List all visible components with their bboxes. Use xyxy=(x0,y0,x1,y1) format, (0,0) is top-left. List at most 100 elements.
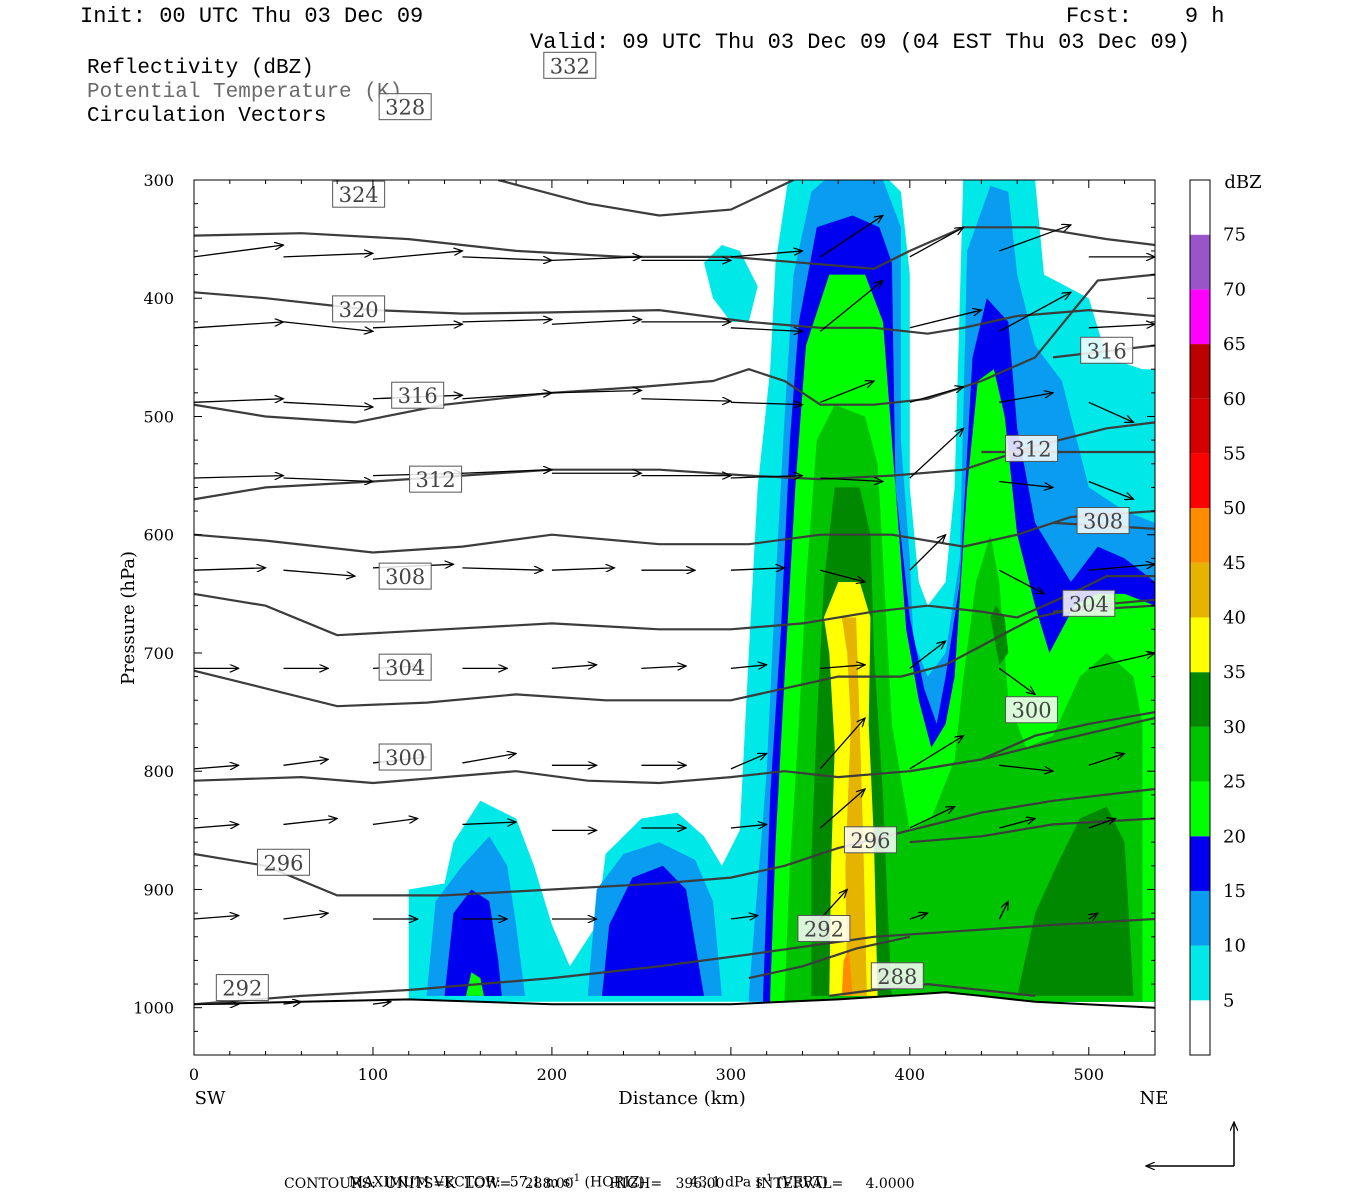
svg-text:320: 320 xyxy=(339,298,379,322)
circulation-vector-96 xyxy=(730,915,758,919)
theta-contour-292-2 xyxy=(748,935,911,980)
circulation-vector-78 xyxy=(909,535,946,571)
theta-label-304-8: 304 xyxy=(1062,589,1116,617)
colorbar-swatch-8 xyxy=(1190,562,1210,618)
circulation-vector-59 xyxy=(999,225,1071,252)
reflectivity-region-45dbz-16 xyxy=(841,948,853,996)
theta-label-layer: 292 288 292 296 296 300 300 304 304 308 308 312 312 3… xyxy=(215,51,1134,1002)
y-tick-label-900: 900 xyxy=(143,880,174,899)
reflectivity-region-15dbz-5 xyxy=(444,889,502,996)
circulation-vector-18 xyxy=(194,476,283,478)
theta-label-288-1: 288 xyxy=(870,962,924,990)
vert-max-value: 43.1 dPa s xyxy=(689,1174,763,1191)
svg-text:316: 316 xyxy=(1087,339,1127,363)
horiz-exponent: -1 xyxy=(570,1173,581,1184)
x-axis-title: Distance (km) xyxy=(618,1088,745,1109)
circulation-vector-73 xyxy=(909,428,964,479)
circulation-vector-92 xyxy=(819,789,865,829)
colorbar-label-50: 50 xyxy=(1223,498,1246,519)
circulation-vector-17 xyxy=(641,399,730,401)
theta-label-292-0: 292 xyxy=(215,974,269,1002)
colorbar-swatch-9 xyxy=(1190,508,1210,563)
reflectivity-region-5dbz-1 xyxy=(704,245,758,322)
circulation-vector-15 xyxy=(462,393,551,400)
colorbar-swatch-10 xyxy=(1190,453,1210,509)
circulation-vector-42 xyxy=(194,824,239,828)
theta-label-312-11: 312 xyxy=(409,465,463,493)
circulation-vector-91 xyxy=(730,824,767,828)
theta-contour-332-18 xyxy=(497,180,794,217)
circulation-vector-28 xyxy=(551,568,615,570)
circulation-vector-85 xyxy=(1088,653,1155,669)
circulation-vector-87 xyxy=(819,718,865,770)
colorbar-unit: dBZ xyxy=(1224,172,1261,193)
colorbar-swatch-15 xyxy=(1190,180,1210,235)
svg-text:300: 300 xyxy=(385,746,425,770)
reflectivity-region-30dbz-13 xyxy=(1017,806,1134,996)
circulation-vector-71 xyxy=(730,476,803,478)
colorbar-swatch-12 xyxy=(1190,344,1210,399)
colorbar-label-65: 65 xyxy=(1223,334,1246,355)
colorbar-swatch-7 xyxy=(1190,617,1210,673)
circulation-vector-74 xyxy=(999,480,1053,488)
theta-label-316-13: 316 xyxy=(391,381,445,409)
colorbar-swatch-3 xyxy=(1190,836,1210,891)
colorbar-frame xyxy=(1189,179,1211,1056)
theta-label-320-15: 320 xyxy=(332,295,386,323)
theta-label-308-9: 308 xyxy=(378,562,432,590)
svg-text:296: 296 xyxy=(850,829,890,853)
circulation-vector-72 xyxy=(820,478,883,482)
circulation-vector-4 xyxy=(551,257,641,261)
colorbar-label-75: 75 xyxy=(1223,225,1246,246)
theta-label-300-5: 300 xyxy=(378,743,432,771)
axes-layer: 0 100 200 300 400 500 300 400 500 600 700 800 900 100… xyxy=(133,171,1155,1084)
circulation-vector-8 xyxy=(372,324,462,328)
circulation-vector-81 xyxy=(730,665,767,669)
circulation-vector-13 xyxy=(283,401,372,407)
circulation-vector-86 xyxy=(730,753,767,770)
svg-text:300: 300 xyxy=(1011,699,1051,723)
circulation-vector-57 xyxy=(819,215,883,258)
svg-text:312: 312 xyxy=(1011,437,1051,461)
colorbar-swatch-6 xyxy=(1190,672,1210,727)
init-time-label: Init: 00 UTC Thu 03 Dec 09 xyxy=(80,4,424,29)
circulation-vector-62 xyxy=(819,281,883,332)
circulation-vector-64 xyxy=(998,292,1071,332)
circulation-vector-95 xyxy=(1088,819,1116,829)
reflectivity-fill-layer xyxy=(194,180,1155,1055)
theta-contour-296-4 xyxy=(909,817,1155,844)
legend-circulation-vectors: Circulation Vectors xyxy=(87,105,327,128)
circulation-vector-69 xyxy=(999,393,1053,403)
reflectivity-region-40dbz-15 xyxy=(841,617,867,996)
colorbar-label-25: 25 xyxy=(1223,772,1246,793)
circulation-vector-25 xyxy=(283,569,355,576)
circulation-vector-66 xyxy=(730,402,803,404)
plot-frame xyxy=(193,179,1156,1056)
x-tick-label-100: 100 xyxy=(358,1065,389,1084)
circulation-vector-1 xyxy=(283,253,372,257)
circulation-vector-45 xyxy=(462,822,516,824)
circulation-vector-90 xyxy=(1088,753,1125,766)
theta-label-308-10: 308 xyxy=(1076,507,1130,535)
theta-label-300-6: 300 xyxy=(1005,696,1059,724)
circulation-vector-3 xyxy=(462,257,551,261)
circulation-vector-layer xyxy=(194,215,1155,1004)
circulation-vector-77 xyxy=(820,569,865,582)
circulation-vector-34 xyxy=(551,665,597,669)
circulation-vector-94 xyxy=(999,819,1035,829)
y-tick-label-1000: 1000 xyxy=(133,999,174,1018)
theta-contour-300-6 xyxy=(909,711,1155,773)
colorbar-swatch-0 xyxy=(1190,1000,1210,1055)
circulation-vector-83 xyxy=(909,641,946,669)
circulation-vector-49 xyxy=(283,913,328,920)
circulation-vector-6 xyxy=(194,322,283,329)
circulation-vector-0 xyxy=(194,245,283,258)
colorbar-label-30: 30 xyxy=(1223,717,1246,738)
svg-text:316: 316 xyxy=(398,384,438,408)
circulation-vector-88 xyxy=(909,736,964,770)
circulation-vector-19 xyxy=(283,478,372,482)
vert-suffix: (VERT) xyxy=(772,1174,828,1191)
circulation-vector-27 xyxy=(462,568,543,570)
circulation-vector-36 xyxy=(194,765,239,769)
circulation-vector-24 xyxy=(194,568,266,570)
